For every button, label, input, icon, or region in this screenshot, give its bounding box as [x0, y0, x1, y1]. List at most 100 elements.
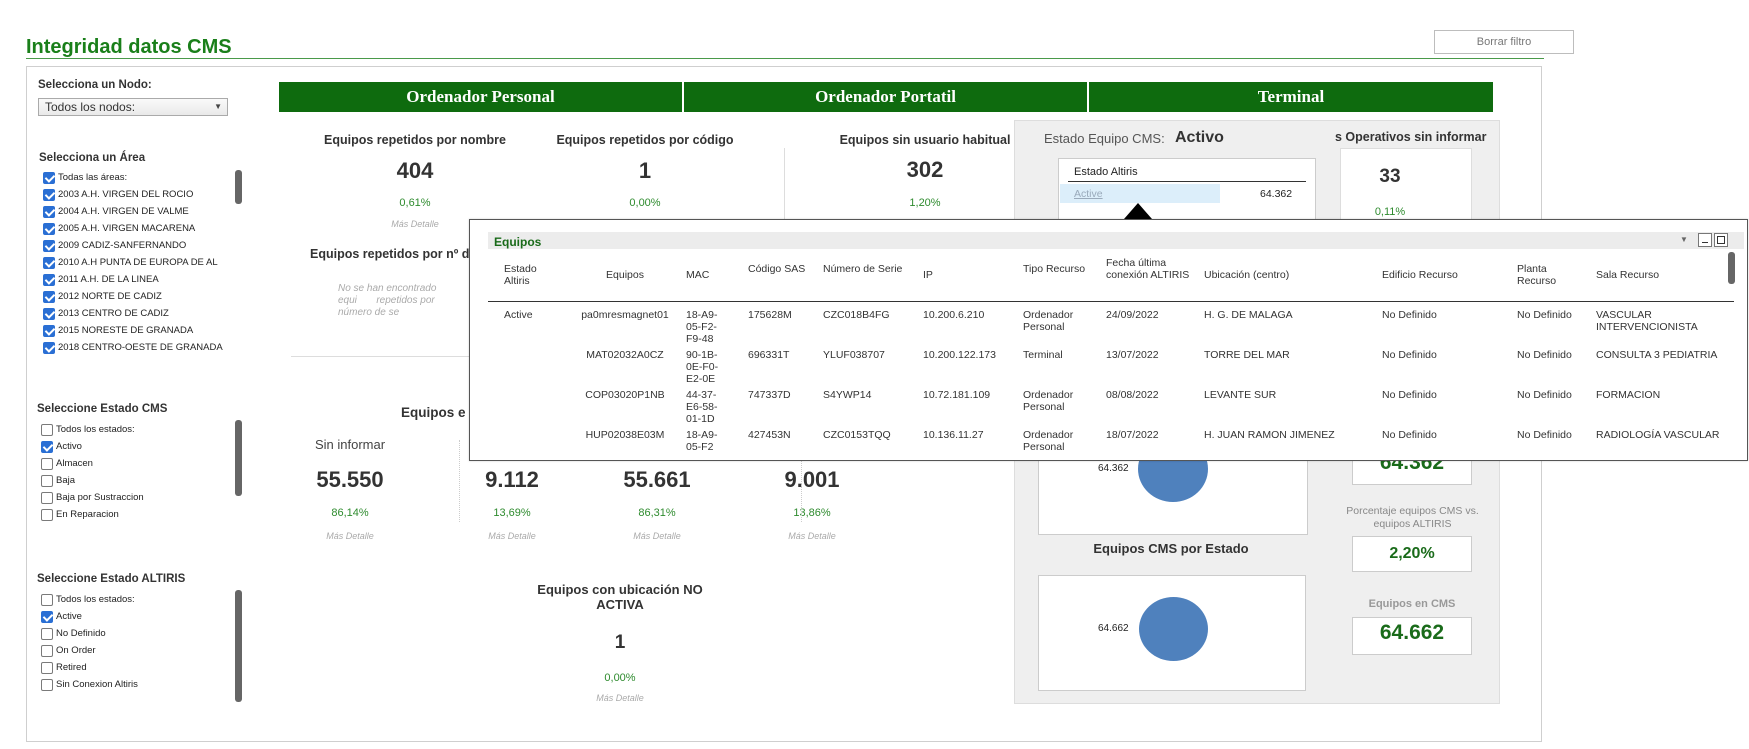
cms-state-option[interactable]: Almacen [41, 454, 93, 473]
area-option[interactable]: 2009 CADIZ-SANFERNANDO [43, 236, 186, 255]
altiris-state-option[interactable]: No Definido [41, 624, 106, 643]
kpi-sin-usuario-pct: 1,20% [909, 197, 941, 209]
altiris-state-option[interactable]: Retired [41, 658, 87, 677]
checkbox[interactable] [41, 678, 53, 691]
checkbox[interactable] [43, 205, 55, 218]
cms-state-option-label: Baja [56, 475, 76, 486]
checkbox[interactable] [41, 508, 53, 521]
area-option-label: 2015 NORESTE DE GRANADA [58, 325, 194, 336]
tab-ordenador-portatil[interactable]: Ordenador Portatil [684, 82, 1087, 112]
cms-state-option[interactable]: Baja por Sustraccion [41, 488, 144, 507]
kpi-rep-nombre-more-link[interactable]: Más Detalle [391, 219, 439, 229]
table-cell: 10.136.11.27 [923, 429, 984, 441]
checkbox[interactable] [41, 627, 53, 640]
area-option[interactable]: 2015 NORESTE DE GRANADA [43, 321, 193, 340]
area-option[interactable]: 2018 CENTRO-OESTE DE GRANADA [43, 338, 223, 357]
area-option[interactable]: 2003 A.H. VIRGEN DEL ROCIO [43, 185, 193, 204]
table-header-cell[interactable]: Edificio Recurso [1382, 269, 1458, 281]
table-header-cell[interactable]: Número de Serie [823, 263, 903, 275]
table-cell: No Definido [1382, 349, 1437, 361]
checkbox[interactable] [41, 491, 53, 504]
checkbox[interactable] [43, 188, 55, 201]
checkbox[interactable] [41, 474, 53, 487]
en-cms-value: 64.662 [1379, 621, 1445, 644]
popup-scrollbar[interactable] [1728, 252, 1735, 284]
kpi-row-more-link[interactable]: Más Detalle [326, 531, 374, 541]
tab-ordenador-personal[interactable]: Ordenador Personal [279, 82, 682, 112]
kpi-ubicacion-more-link[interactable]: Más Detalle [596, 693, 644, 703]
checkbox[interactable] [41, 644, 53, 657]
clear-filter-button[interactable]: Borrar filtro [1434, 30, 1574, 54]
area-option[interactable]: 2012 NORTE DE CADIZ [43, 287, 162, 306]
kpi-row-more-link[interactable]: Más Detalle [488, 531, 536, 541]
maximize-icon[interactable] [1714, 233, 1728, 247]
altiris-scrollbar[interactable] [235, 590, 242, 702]
area-option[interactable]: 2004 A.H. VIRGEN DE VALME [43, 202, 189, 221]
checkbox[interactable] [43, 290, 55, 303]
table-header-cell[interactable]: Fecha última conexión ALTIRIS [1106, 257, 1190, 281]
altiris-state-option[interactable]: Active [41, 607, 82, 626]
cms-state-option[interactable]: En Reparacion [41, 505, 119, 524]
table-header-cell[interactable]: Tipo Recurso [1023, 263, 1086, 275]
kpi-ubicacion-value: 1 [614, 632, 626, 653]
cms-state-option[interactable]: Todos los estados: [41, 420, 135, 439]
checkbox[interactable] [43, 341, 55, 354]
popup-menu-icon[interactable]: ▼ [1680, 235, 1688, 244]
cms-state-option-label: Todos los estados: [56, 424, 135, 435]
altiris-row-highlight[interactable] [1060, 184, 1220, 203]
area-option[interactable]: 2013 CENTRO DE CADIZ [43, 304, 169, 323]
cms-scrollbar[interactable] [235, 420, 242, 496]
table-header-rule [488, 301, 1734, 302]
kpi-sin-usuario-value: 302 [906, 157, 944, 182]
kpi-rep-serie-title: Equipos repetidos por nº d [310, 247, 470, 261]
table-header-cell[interactable]: Equipos [606, 269, 644, 281]
checkbox[interactable] [43, 273, 55, 286]
checkbox[interactable] [43, 256, 55, 269]
pie-slice-cms[interactable] [1139, 597, 1208, 661]
checkbox[interactable] [43, 171, 55, 184]
altiris-state-option[interactable]: Todos los estados: [41, 590, 135, 609]
altiris-row-label[interactable]: Active [1074, 188, 1103, 200]
altiris-state-option[interactable]: On Order [41, 641, 96, 660]
area-scrollbar[interactable] [235, 170, 242, 204]
area-option[interactable]: 2010 A.H PUNTA DE EUROPA DE AL [43, 253, 218, 272]
area-option[interactable]: 2011 A.H. DE LA LINEA [43, 270, 159, 289]
altiris-state-option-label: Retired [56, 662, 87, 673]
table-header-cell[interactable]: Sala Recurso [1596, 269, 1660, 281]
table-header-cell[interactable]: Planta Recurso [1517, 263, 1557, 287]
table-header-cell[interactable]: Estado Altiris [504, 263, 537, 287]
checkbox[interactable] [43, 222, 55, 235]
area-option[interactable]: 2005 A.H. VIRGEN MACARENA [43, 219, 195, 238]
table-cell: COP03020P1NB [585, 389, 665, 401]
kpi-row-more-link[interactable]: Más Detalle [633, 531, 681, 541]
checkbox[interactable] [43, 307, 55, 320]
table-header-cell[interactable]: Código SAS [748, 263, 806, 275]
cms-state-option[interactable]: Activo [41, 437, 82, 456]
cms-state-option[interactable]: Baja [41, 471, 75, 490]
table-cell: Terminal [1023, 349, 1063, 361]
checkbox[interactable] [41, 593, 53, 606]
table-header-cell[interactable]: IP [923, 269, 933, 281]
checkbox[interactable] [41, 440, 53, 453]
checkbox[interactable] [41, 610, 53, 623]
checkbox[interactable] [43, 239, 55, 252]
table-cell: No Definido [1517, 309, 1572, 321]
checkbox[interactable] [43, 324, 55, 337]
table-header-cell[interactable]: MAC [686, 269, 710, 281]
checkbox[interactable] [41, 457, 53, 470]
area-option-label: 2004 A.H. VIRGEN DE VALME [58, 206, 189, 217]
table-header-cell[interactable]: Ubicación (centro) [1204, 269, 1290, 281]
popup-title: Equipos [494, 235, 542, 249]
checkbox[interactable] [41, 423, 53, 436]
porcentaje-label: Porcentaje equipos CMS vs. equipos ALTIR… [1346, 505, 1479, 530]
kpi-row-more-link[interactable]: Más Detalle [788, 531, 836, 541]
node-select[interactable]: Todos los nodos: ▼ [38, 98, 228, 116]
area-option-label: Todas las áreas: [58, 172, 128, 183]
area-option[interactable]: Todas las áreas: [43, 168, 127, 187]
minimize-icon[interactable] [1698, 233, 1712, 247]
table-cell: No Definido [1382, 309, 1437, 321]
porcentaje-box [1352, 536, 1472, 572]
altiris-state-option[interactable]: Sin Conexion Altiris [41, 675, 138, 694]
tab-terminal[interactable]: Terminal [1089, 82, 1493, 112]
checkbox[interactable] [41, 661, 53, 674]
